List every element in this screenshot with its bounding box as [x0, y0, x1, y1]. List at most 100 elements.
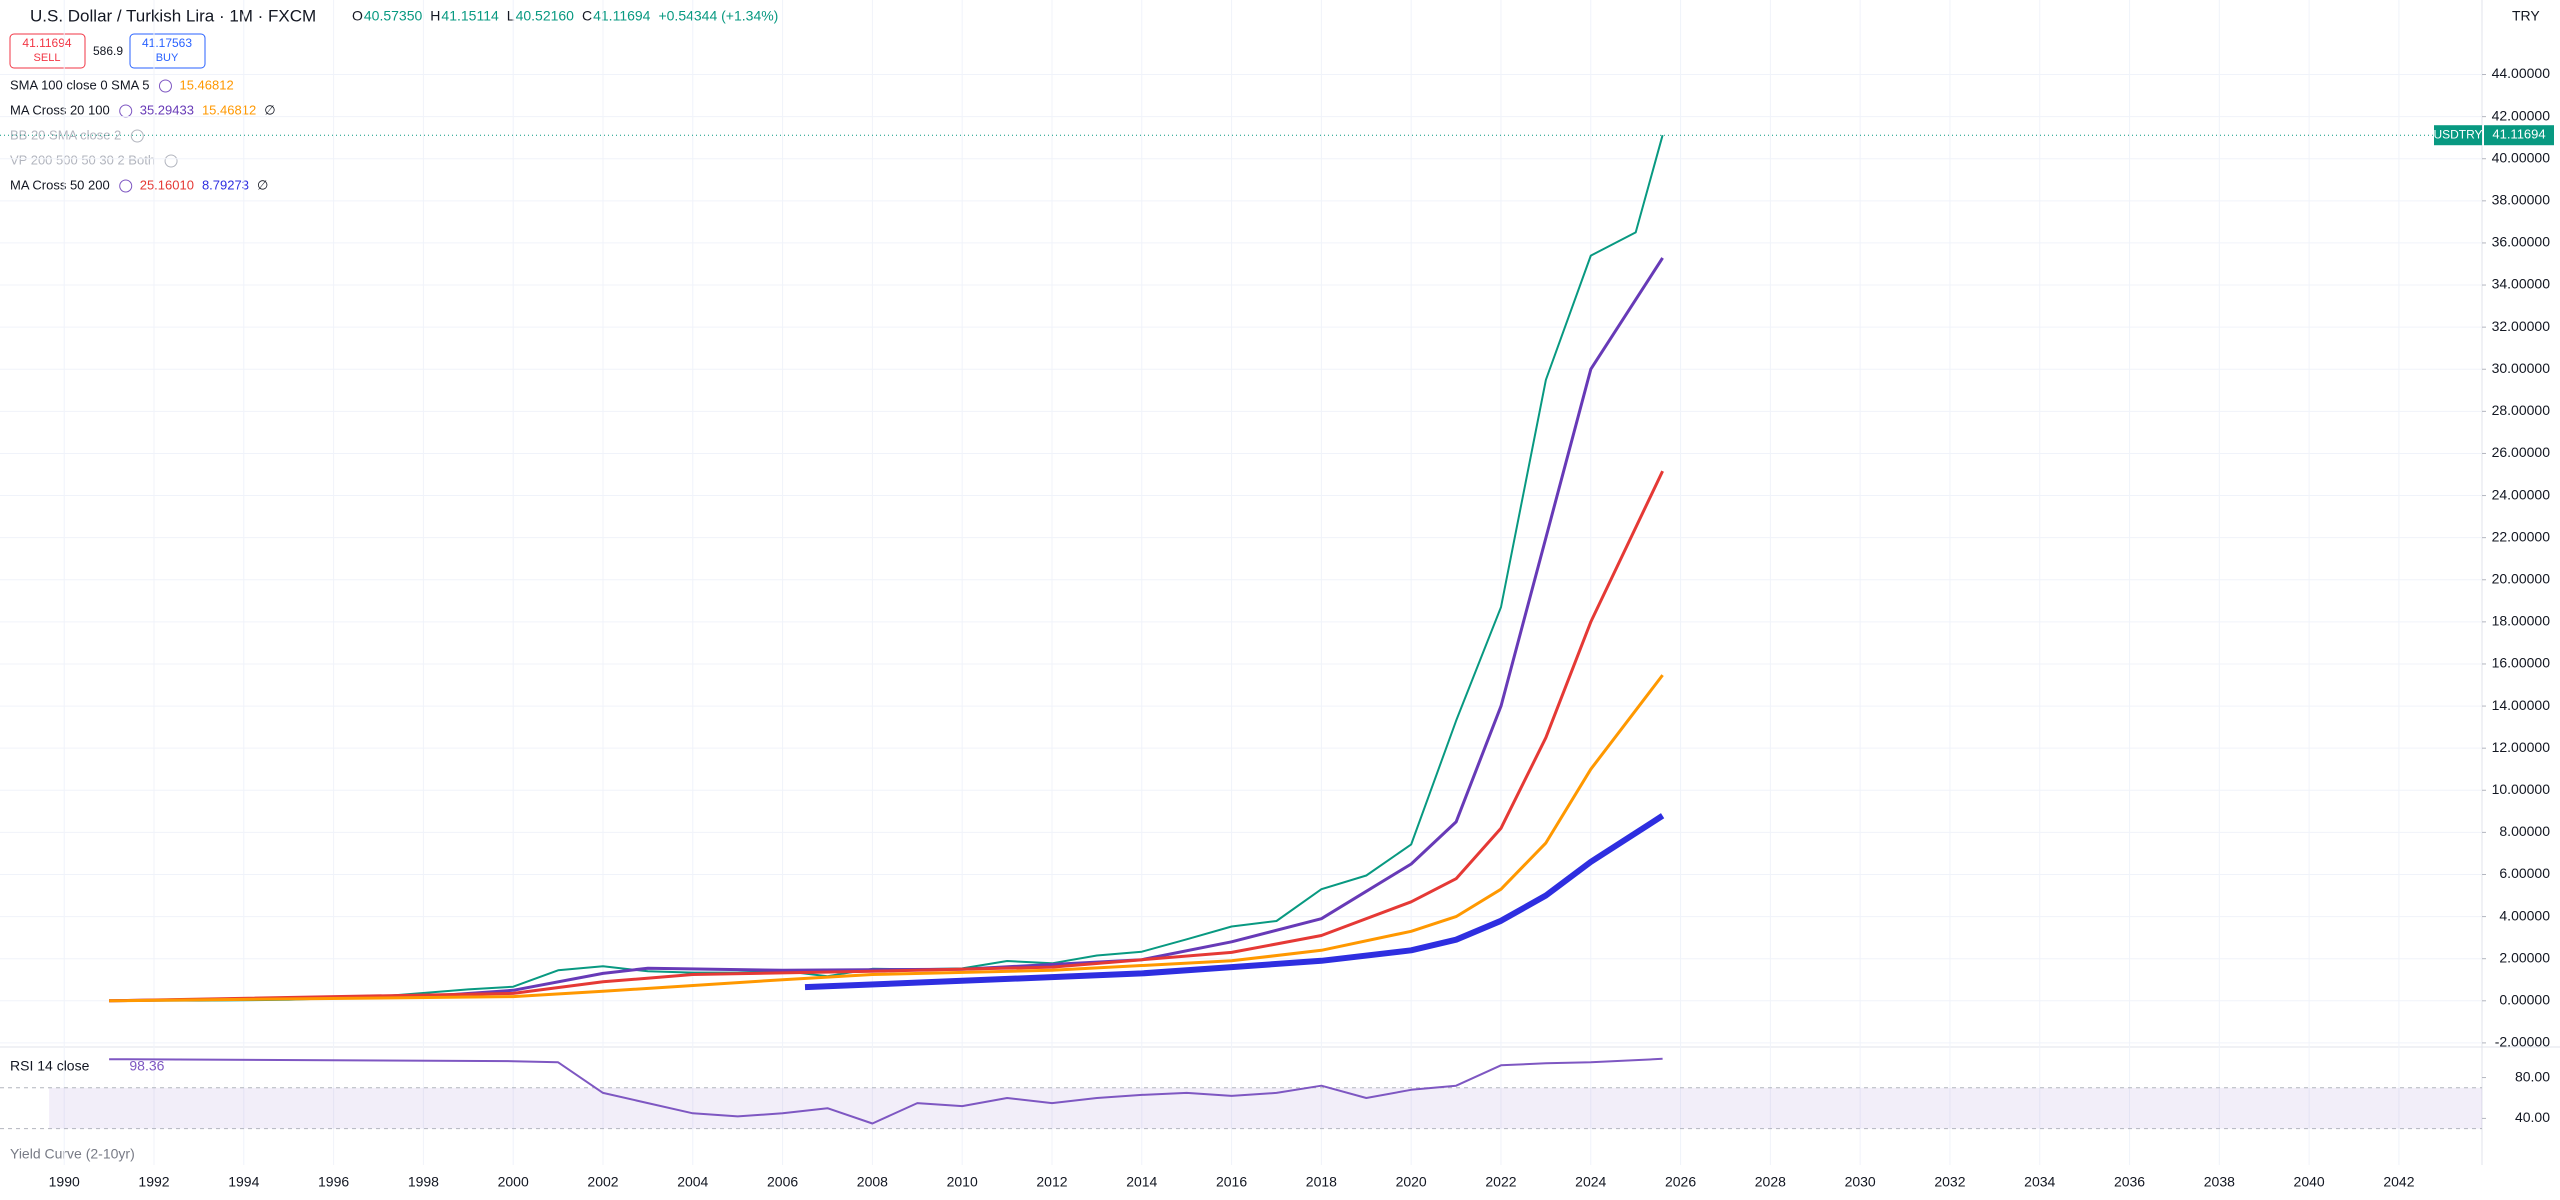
- symbol-title[interactable]: U.S. Dollar / Turkish Lira · 1M · FXCM: [30, 6, 316, 25]
- indicator-value: 8.79273: [202, 177, 249, 192]
- y-tick-label: 26.00000: [2492, 444, 2551, 460]
- y-tick-label: 30.00000: [2492, 360, 2551, 376]
- y-tick-label: 42.00000: [2492, 107, 2551, 123]
- x-tick-label: 2008: [857, 1174, 888, 1190]
- y-tick-label: 44.00000: [2492, 65, 2551, 81]
- x-tick-label: 2032: [1934, 1174, 1965, 1190]
- indicator-name: SMA 100 close 0 SMA 5: [10, 77, 149, 92]
- buy-label: BUY: [156, 52, 179, 64]
- ohlc-label: O: [352, 8, 363, 24]
- y-tick-label: 12.00000: [2492, 739, 2551, 755]
- line: [109, 470, 1664, 1003]
- symbol-tag: [2434, 125, 2482, 146]
- indicator-value: 25.16010: [140, 177, 194, 192]
- indicator-value: 15.46812: [202, 102, 256, 117]
- indicator-name: MA Cross 20 100: [10, 102, 110, 117]
- y-tick-label: 40.00: [2515, 1109, 2550, 1125]
- y-tick-label: 24.00000: [2492, 486, 2551, 502]
- x-tick-label: 2012: [1036, 1174, 1067, 1190]
- symbol-tag-label: USDTRY: [2433, 127, 2482, 141]
- y-tick-label: 80.00: [2515, 1068, 2550, 1084]
- x-tick-label: 2038: [2204, 1174, 2235, 1190]
- line: [109, 257, 1664, 1003]
- indicator-value: 15.46812: [179, 77, 233, 92]
- indicator-settings[interactable]: [158, 79, 172, 93]
- x-tick-label: 2036: [2114, 1174, 2145, 1190]
- ohlc-label: C: [582, 8, 592, 24]
- indicator-value: ∅: [257, 177, 268, 192]
- x-tick-label: 1990: [49, 1174, 80, 1190]
- x-tick-label: 2006: [767, 1174, 798, 1190]
- ohlc-value: 41.15114: [441, 8, 499, 24]
- y-tick-label: 40.00000: [2492, 149, 2551, 165]
- y-tick-label: 8.00000: [2499, 823, 2550, 839]
- x-tick-label: 2010: [947, 1174, 978, 1190]
- x-tick-label: 1992: [138, 1174, 169, 1190]
- price-tag-label: 41.11694: [2492, 127, 2545, 142]
- lower-indicator[interactable]: Yield Curve (2-10yr): [10, 1146, 135, 1162]
- ohlc-label: L: [507, 8, 515, 24]
- buy-price: 41.17563: [142, 36, 192, 50]
- x-tick-label: 1996: [318, 1174, 349, 1190]
- indicator-value: 35.29433: [140, 102, 194, 117]
- y-tick-label: 36.00000: [2492, 234, 2551, 250]
- line: [109, 134, 1664, 1002]
- x-tick-label: 2042: [2383, 1174, 2414, 1190]
- x-tick-label: 2026: [1665, 1174, 1696, 1190]
- y-tick-label: 16.00000: [2492, 655, 2551, 671]
- x-tick-label: 2000: [498, 1174, 529, 1190]
- indicator-name: RSI 14 close: [10, 1058, 90, 1074]
- y-tick-label: -2.00000: [2495, 1034, 2550, 1050]
- x-tick-label: 1998: [408, 1174, 439, 1190]
- y-tick-label: 0.00000: [2499, 991, 2550, 1007]
- indicator-name: VP 200 500 50 30 2 Both: [10, 152, 155, 167]
- indicator-value: ∅: [264, 102, 275, 117]
- x-tick-label: 2004: [677, 1174, 708, 1190]
- x-tick-label: 2018: [1306, 1174, 1337, 1190]
- y-tick-label: 22.00000: [2492, 528, 2551, 544]
- spread: 586.9: [93, 44, 123, 58]
- x-tick-label: 2034: [2024, 1174, 2055, 1190]
- ohlc-value: 40.57350: [364, 8, 423, 24]
- y-tick-label: 4.00000: [2499, 907, 2550, 923]
- x-tick-label: 2030: [1845, 1174, 1876, 1190]
- indicator-value: 98.36: [129, 1058, 164, 1074]
- buy-button[interactable]: [129, 33, 206, 69]
- y-tick-label: 38.00000: [2492, 192, 2551, 208]
- x-tick-label: 2022: [1485, 1174, 1516, 1190]
- indicator-name: MA Cross 50 200: [10, 177, 110, 192]
- x-tick-label: 2014: [1126, 1174, 1157, 1190]
- line: [109, 674, 1664, 1003]
- line: [109, 1057, 1663, 1125]
- y-tick-label: 14.00000: [2492, 697, 2551, 713]
- line: [804, 813, 1665, 991]
- currency[interactable]: TRY: [2512, 8, 2540, 24]
- y-tick-label: 20.00000: [2492, 570, 2551, 586]
- ohlc-value: 41.11694: [593, 8, 651, 24]
- sell-button[interactable]: [9, 33, 86, 69]
- ohlc-label: H: [430, 8, 440, 24]
- price-tag: [2484, 125, 2554, 146]
- y-tick-label: 32.00000: [2492, 318, 2551, 334]
- change: +0.54344 (+1.34%): [658, 8, 778, 24]
- x-tick-label: 1994: [228, 1174, 259, 1190]
- x-tick-label: 2024: [1575, 1174, 1606, 1190]
- sell-price: 41.11694: [22, 36, 71, 50]
- x-tick-label: 2002: [587, 1174, 618, 1190]
- y-tick-label: 10.00000: [2492, 781, 2551, 797]
- y-tick-label: 18.00000: [2492, 613, 2551, 629]
- x-tick-label: 2028: [1755, 1174, 1786, 1190]
- x-tick-label: 2016: [1216, 1174, 1247, 1190]
- y-tick-label: 6.00000: [2499, 865, 2550, 881]
- indicator-settings[interactable]: [164, 154, 178, 168]
- y-tick-label: 2.00000: [2499, 949, 2550, 965]
- indicator-settings[interactable]: [130, 129, 144, 143]
- x-tick-label: 2020: [1396, 1174, 1427, 1190]
- indicator-settings[interactable]: [119, 179, 133, 193]
- y-tick-label: 34.00000: [2492, 276, 2551, 292]
- y-tick-label: 28.00000: [2492, 402, 2551, 418]
- x-tick-label: 2040: [2294, 1174, 2325, 1190]
